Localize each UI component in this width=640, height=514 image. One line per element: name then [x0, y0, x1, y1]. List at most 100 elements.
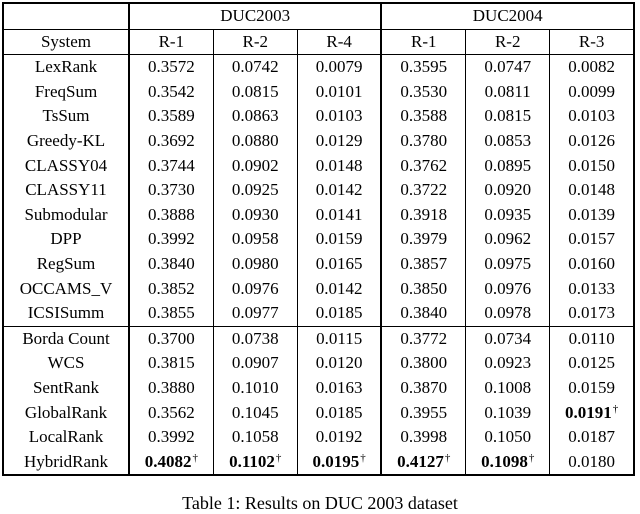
- group-header-row: DUC2003 DUC2004: [3, 3, 634, 30]
- system-name-cell: FreqSum: [3, 79, 130, 105]
- system-name-cell: RegSum: [3, 251, 130, 277]
- table-body-group-2: Borda Count 0.3700 0.0738 0.0115 0.3772 0.073…: [3, 326, 634, 476]
- system-name-cell: HybridRank: [3, 449, 130, 476]
- score-cell: 0.0079: [296, 54, 383, 80]
- score-cell: 0.0110: [549, 326, 634, 352]
- score-cell: 0.0159: [549, 375, 634, 401]
- table-row: ICSISumm 0.3855 0.0977 0.0185 0.3840 0.0978 0.…: [3, 301, 634, 327]
- score-cell: 0.1058: [212, 425, 298, 450]
- score-cell: 0.0734: [465, 326, 550, 352]
- score-cell: 0.0976: [212, 276, 298, 302]
- score-cell: 0.4127†: [380, 449, 466, 476]
- score-cell: 0.3840: [380, 301, 466, 327]
- score-cell: 0.0160: [549, 251, 634, 277]
- table-body-group-1: LexRank 0.3572 0.0742 0.0079 0.3595 0.0747 0.0…: [3, 54, 634, 327]
- score-cell: 0.0975: [465, 251, 550, 277]
- table-row: GlobalRank 0.3562 0.1045 0.0185 0.3955 0.1039…: [3, 400, 634, 426]
- score-cell: 0.0935: [465, 202, 550, 228]
- corner-cell: [3, 3, 130, 30]
- score-cell: 0.0142: [296, 178, 383, 203]
- table-row: OCCAMS_V 0.3852 0.0976 0.0142 0.3850 0.0976 0.…: [3, 276, 634, 302]
- system-name-cell: LocalRank: [3, 425, 130, 450]
- table-header: DUC2003 DUC2004 System R-1 R-2 R-4 R-1 R…: [3, 3, 634, 55]
- score-cell: 0.0902: [212, 153, 298, 179]
- table-row: SentRank 0.3880 0.1010 0.0163 0.3870 0.1008 0.…: [3, 375, 634, 401]
- score-cell: 0.0139: [549, 202, 634, 228]
- system-name-cell: Greedy-KL: [3, 128, 130, 154]
- score-cell: 0.3722: [380, 178, 466, 203]
- score-cell: 0.3589: [128, 104, 214, 129]
- score-cell: 0.3888: [128, 202, 214, 228]
- score-cell: 0.0930: [212, 202, 298, 228]
- score-cell: 0.3857: [380, 251, 466, 277]
- system-name-cell: Borda Count: [3, 326, 130, 352]
- score-cell: 0.3772: [380, 326, 466, 352]
- dagger-mark: †: [444, 451, 451, 464]
- score-cell: 0.3588: [380, 104, 466, 129]
- score-cell: 0.0195†: [296, 449, 383, 476]
- score-cell: 0.3595: [380, 54, 466, 80]
- score-cell: 0.0853: [465, 128, 550, 154]
- score-cell: 0.0165: [296, 251, 383, 277]
- score-cell: 0.0191†: [549, 400, 634, 426]
- score-cell: 0.3992: [128, 227, 214, 252]
- score-cell: 0.0907: [212, 351, 298, 376]
- score-cell: 0.3815: [128, 351, 214, 376]
- score-cell: 0.3840: [128, 251, 214, 277]
- column-header-r4-duc2003: R-4: [296, 29, 383, 55]
- score-cell: 0.3692: [128, 128, 214, 154]
- system-name-cell: CLASSY04: [3, 153, 130, 179]
- score-cell: 0.0103: [296, 104, 383, 129]
- table-row: LexRank 0.3572 0.0742 0.0079 0.3595 0.0747 0.0…: [3, 54, 634, 80]
- group-header-duc2004: DUC2004: [380, 3, 634, 30]
- score-cell: 0.0120: [296, 351, 383, 376]
- system-name-cell: TsSum: [3, 104, 130, 129]
- score-cell: 0.0099: [549, 79, 634, 105]
- score-cell: 0.0923: [465, 351, 550, 376]
- score-cell: 0.0150: [549, 153, 634, 179]
- score-cell: 0.3730: [128, 178, 214, 203]
- score-cell: 0.3530: [380, 79, 466, 105]
- score-cell: 0.3955: [380, 400, 466, 426]
- table-row: LocalRank 0.3992 0.1058 0.0192 0.3998 0.1050 0…: [3, 425, 634, 450]
- table-row: DPP 0.3992 0.0958 0.0159 0.3979 0.0962 0.0157: [3, 227, 634, 252]
- score-cell: 0.0925: [212, 178, 298, 203]
- column-header-r2-duc2003: R-2: [212, 29, 298, 55]
- score-cell: 0.0976: [465, 276, 550, 302]
- score-cell: 0.0811: [465, 79, 550, 105]
- score-cell: 0.3880: [128, 375, 214, 401]
- column-header-row: System R-1 R-2 R-4 R-1 R-2 R-3: [3, 29, 634, 55]
- score-cell: 0.0815: [212, 79, 298, 105]
- column-header-r3-duc2004: R-3: [549, 29, 634, 55]
- score-cell: 0.0920: [465, 178, 550, 203]
- score-cell: 0.3562: [128, 400, 214, 426]
- score-cell: 0.3762: [380, 153, 466, 179]
- score-cell: 0.0187: [549, 425, 634, 450]
- score-cell: 0.0082: [549, 54, 634, 80]
- score-cell: 0.0962: [465, 227, 550, 252]
- column-header-system: System: [3, 29, 130, 55]
- score-cell: 0.3800: [380, 351, 466, 376]
- results-table: DUC2003 DUC2004 System R-1 R-2 R-4 R-1 R…: [2, 2, 635, 477]
- table-row: TsSum 0.3589 0.0863 0.0103 0.3588 0.0815 0.010…: [3, 104, 634, 129]
- table-caption: Table 1: Results on DUC 2003 dataset: [182, 493, 458, 513]
- table-row: FreqSum 0.3542 0.0815 0.0101 0.3530 0.0811 0.0…: [3, 79, 634, 105]
- score-cell: 0.0880: [212, 128, 298, 154]
- score-cell: 0.0192: [296, 425, 383, 450]
- dagger-mark: †: [192, 451, 198, 464]
- score-cell: 0.4082†: [128, 449, 214, 476]
- score-cell: 0.3870: [380, 375, 466, 401]
- score-cell: 0.0126: [549, 128, 634, 154]
- score-cell: 0.3852: [128, 276, 214, 302]
- system-name-cell: GlobalRank: [3, 400, 130, 426]
- score-cell: 0.3979: [380, 227, 466, 252]
- table-row: Borda Count 0.3700 0.0738 0.0115 0.3772 0.073…: [3, 326, 634, 352]
- score-cell: 0.0958: [212, 227, 298, 252]
- column-header-r1-duc2004: R-1: [380, 29, 466, 55]
- score-cell: 0.3700: [128, 326, 214, 352]
- score-cell: 0.3542: [128, 79, 214, 105]
- dagger-mark: †: [528, 451, 535, 464]
- score-cell: 0.3992: [128, 425, 214, 450]
- score-cell: 0.1102†: [212, 449, 298, 476]
- score-cell: 0.0980: [212, 251, 298, 277]
